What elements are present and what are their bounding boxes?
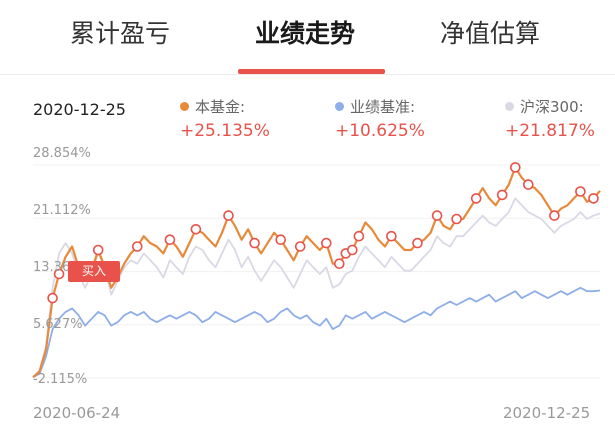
x-axis-end-label: 2020-12-25 (503, 404, 591, 422)
trade-marker (575, 186, 586, 197)
trade-marker (509, 162, 521, 173)
trade-marker (588, 193, 599, 204)
legend-dot-benchmark (335, 102, 344, 111)
buy-marker: 买入 (68, 261, 120, 282)
trade-marker (53, 268, 65, 280)
trade-marker (132, 241, 143, 252)
trade-marker (333, 258, 345, 270)
trade-marker (522, 179, 534, 190)
trade-marker (549, 210, 560, 221)
series-line-benchmark (32, 286, 601, 378)
legend-dot-csi300 (505, 102, 514, 111)
trade-marker (496, 189, 508, 201)
tab-bar: 累计盈亏 业绩走势 净值估算 (0, 0, 615, 75)
trade-marker (412, 237, 423, 249)
legend-csi300-name: 沪深300: (520, 98, 584, 116)
legend-csi300-value: +21.817% (505, 121, 595, 141)
tab-performance-trend[interactable]: 业绩走势 (255, 19, 356, 48)
trade-marker (249, 237, 260, 249)
trade-marker (294, 241, 306, 252)
trade-marker (92, 244, 104, 256)
y-tick-label: -2.115% (33, 372, 88, 387)
y-tick-label: 28.854% (33, 146, 91, 161)
trade-marker (275, 234, 287, 245)
tab-nav-estimate[interactable]: 净值估算 (440, 19, 541, 48)
legend-fund-name: 本基金: (195, 98, 246, 116)
active-tab-indicator (238, 69, 385, 74)
y-tick-label: 21.112% (33, 203, 91, 218)
trade-marker (353, 230, 365, 242)
legend-dot-fund (180, 102, 189, 111)
trade-marker (451, 213, 462, 225)
trade-marker (470, 193, 482, 204)
legend-benchmark-value: +10.625% (335, 121, 425, 141)
x-axis-start-label: 2020-06-24 (33, 404, 121, 422)
y-tick-label: 13.36 (33, 260, 71, 275)
trade-marker (190, 224, 202, 235)
trade-marker (431, 210, 443, 221)
legend-benchmark: 业绩基准: +10.625% (335, 96, 425, 141)
legend-benchmark-name: 业绩基准: (350, 98, 416, 116)
series-line-csi300 (32, 197, 601, 378)
legend-fund: 本基金: +25.135% (180, 96, 270, 141)
chart-header: 2020-12-25 本基金: +25.135% 业绩基准: +10.625% … (0, 96, 615, 146)
trade-marker (320, 237, 332, 249)
trade-marker (386, 230, 397, 242)
trade-marker (223, 210, 234, 221)
legend-csi300: 沪深300: +21.817% (505, 96, 595, 141)
trade-marker (164, 234, 176, 245)
trade-marker (346, 244, 358, 256)
trade-marker (47, 292, 58, 304)
y-tick-label: 5.627% (33, 317, 83, 332)
legend-fund-value: +25.135% (180, 121, 270, 141)
tab-cumulative-pnl[interactable]: 累计盈亏 (70, 19, 171, 48)
selected-date: 2020-12-25 (33, 100, 126, 119)
series-line-fund (32, 166, 601, 379)
